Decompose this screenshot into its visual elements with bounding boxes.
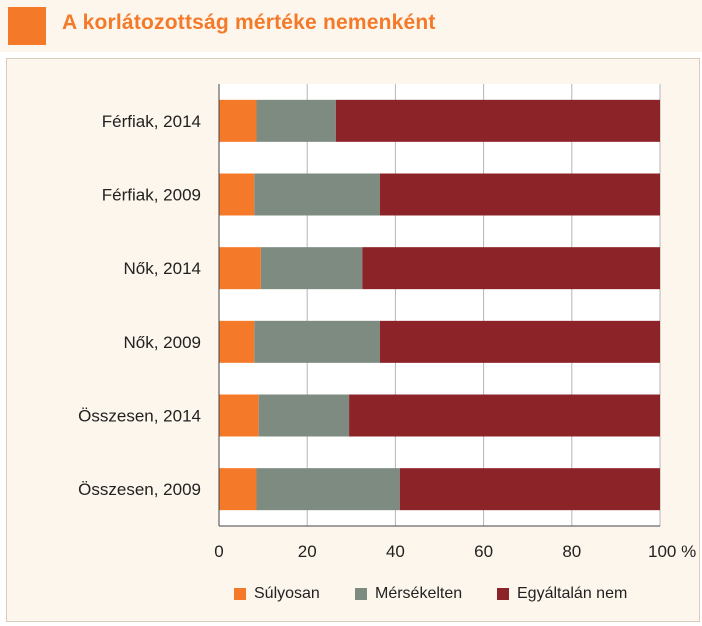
legend-item: Mérsékelten xyxy=(355,585,462,603)
legend-item: Súlyosan xyxy=(234,585,320,603)
x-tick-label: 80 xyxy=(562,542,581,561)
bar-segment xyxy=(379,320,660,363)
bar-segment xyxy=(219,320,255,363)
bar-segment xyxy=(362,247,660,290)
category-label: Összesen, 2009 xyxy=(78,480,201,499)
x-tick-label: 60 xyxy=(474,542,493,561)
bar-segment xyxy=(219,468,257,511)
bar-segment xyxy=(219,99,257,142)
legend-label: Súlyosan xyxy=(254,585,320,602)
legend-swatch xyxy=(497,588,509,600)
bar-segment xyxy=(260,247,363,290)
bar-segment xyxy=(399,468,660,511)
bar-segment xyxy=(219,173,255,216)
category-label: Nők, 2009 xyxy=(124,333,202,352)
x-tick-label: 20 xyxy=(298,542,317,561)
title-marker xyxy=(8,7,46,45)
bar-segment xyxy=(335,99,660,142)
bar-segment xyxy=(219,394,259,437)
bar-segment xyxy=(256,99,336,142)
category-label: Összesen, 2014 xyxy=(78,407,201,426)
legend-label: Egyáltalán nem xyxy=(517,585,628,602)
bar-segment xyxy=(219,247,261,290)
chart-header: A korlátozottság mértéke nemenként xyxy=(0,0,702,52)
category-label: Férfiak, 2014 xyxy=(102,112,201,131)
category-label: Férfiak, 2009 xyxy=(102,186,201,205)
x-tick-label: 0 xyxy=(214,542,223,561)
chart-title: A korlátozottság mértéke nemenként xyxy=(62,11,436,34)
chart-legend: Súlyosan Mérsékelten Egyáltalán nem xyxy=(0,585,702,607)
x-tick-label: 100 % xyxy=(648,542,696,561)
bar-segment xyxy=(254,320,380,363)
bar-segment xyxy=(349,394,660,437)
x-tick-label: 40 xyxy=(386,542,405,561)
plot-area xyxy=(219,84,660,526)
bar-segment xyxy=(379,173,660,216)
category-label: Nők, 2014 xyxy=(124,259,202,278)
legend-swatch xyxy=(234,588,246,600)
bar-segment xyxy=(258,394,350,437)
bar-segment xyxy=(254,173,380,216)
legend-item: Egyáltalán nem xyxy=(497,585,627,603)
bar-segment xyxy=(256,468,400,511)
legend-label: Mérsékelten xyxy=(375,585,463,602)
legend-swatch xyxy=(355,588,367,600)
